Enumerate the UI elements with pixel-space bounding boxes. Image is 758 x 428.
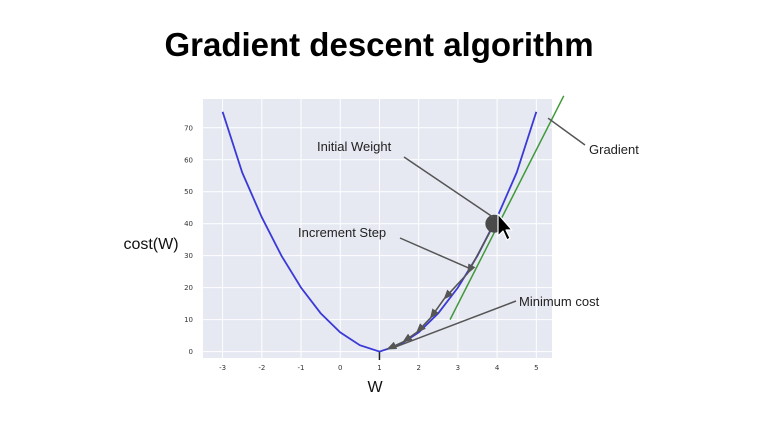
y-tick-label: 0 (189, 348, 193, 356)
annotation-label: Increment Step (298, 225, 386, 240)
cursor-icon (497, 213, 513, 241)
y-tick-label: 10 (184, 316, 193, 324)
annotation-label: Gradient (589, 142, 639, 157)
y-tick-label: 70 (184, 124, 193, 132)
descent-step-arrow (386, 341, 404, 350)
y-axis-label: cost(W) (123, 236, 178, 253)
x-tick-label: 5 (534, 364, 538, 372)
x-tick-label: 1 (377, 364, 381, 372)
y-tick-label: 50 (184, 188, 193, 196)
x-tick-label: -2 (258, 364, 265, 372)
x-tick-label: 4 (495, 364, 500, 372)
slide-title: Gradient descent algorithm (164, 26, 594, 63)
x-tick-label: 2 (416, 364, 420, 372)
y-tick-label: 40 (184, 220, 193, 228)
x-tick-label: 0 (338, 364, 342, 372)
annotation-leader-line (547, 117, 586, 146)
x-tick-label: -1 (298, 364, 305, 372)
descent-step-arrow (466, 223, 496, 275)
y-tick-label: 60 (184, 156, 193, 164)
descent-step-arrow (429, 298, 445, 319)
annotation-leader-line (403, 156, 494, 218)
x-tick-label: 3 (456, 364, 460, 372)
x-tick-label: -3 (219, 364, 226, 372)
annotation-label: Minimum cost (519, 294, 600, 309)
annotation-leader-line (399, 237, 470, 270)
descent-step-arrow (416, 317, 432, 334)
x-axis-label: W (367, 379, 383, 396)
annotation-leader-line (392, 300, 517, 349)
gradient-tangent-line (449, 95, 565, 320)
y-tick-label: 20 (184, 284, 193, 292)
y-tick-label: 30 (184, 252, 193, 260)
descent-step-arrow (402, 331, 418, 343)
descent-step-arrow (443, 272, 469, 300)
annotation-label: Initial Weight (317, 139, 392, 154)
